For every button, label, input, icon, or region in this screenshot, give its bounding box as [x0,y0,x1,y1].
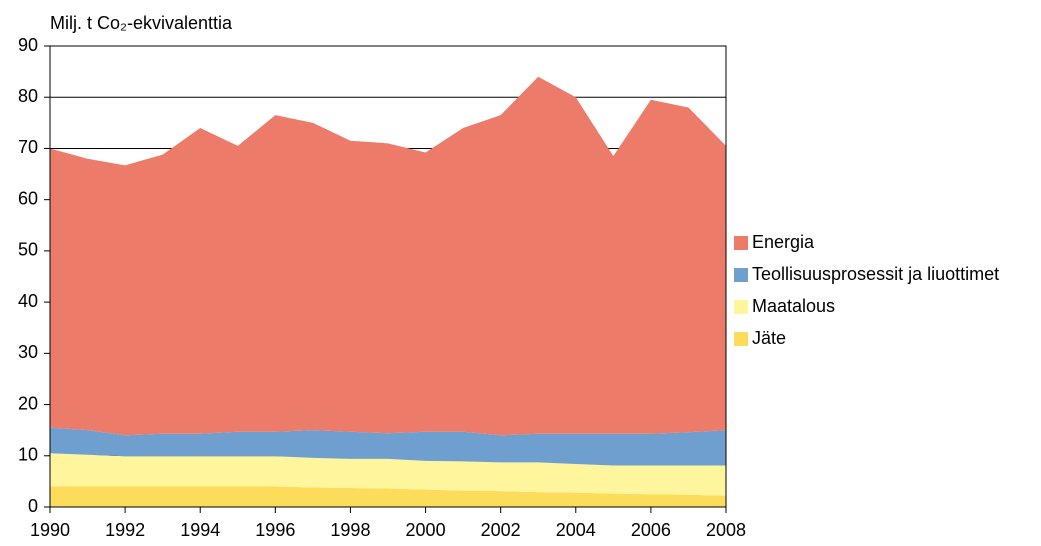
y-tick-label: 10 [18,445,38,465]
y-tick-label: 60 [18,188,38,208]
y-tick-label: 90 [18,35,38,55]
x-tick-label: 1992 [105,520,145,540]
axes: 0 10 20 30 40 50 60 70 80 90 1990 1992 1994 1996 1998 2… [18,35,746,540]
legend-label: Energia [752,232,815,252]
x-tick-label: 1994 [180,520,220,540]
legend-swatch [734,300,748,314]
y-tick-label: 0 [28,496,38,516]
x-tick-label: 1990 [30,520,70,540]
y-tick-label: 80 [18,86,38,106]
y-tick-label: 30 [18,342,38,362]
areas [50,76,726,507]
x-tick-label: 2004 [556,520,596,540]
x-tick-label: 2002 [481,520,521,540]
area [50,453,726,496]
y-axis-label: Milj. t Co₂-ekvivalenttia [50,13,233,33]
plot-border [49,45,727,508]
y-tick-label: 20 [18,393,38,413]
legend-swatch [734,268,748,282]
y-tick-label: 40 [18,291,38,311]
legend-label: Maatalous [752,296,835,316]
x-tick-label: 1998 [330,520,370,540]
area [50,76,726,436]
legend-label: Jäte [752,328,786,348]
x-tick-label: 2000 [406,520,446,540]
x-tick-label: 1996 [255,520,295,540]
x-tick-label: 2006 [631,520,671,540]
x-tick-label: 2008 [706,520,746,540]
legend-label: Teollisuusprosessit ja liuottimet [752,264,999,284]
legend-swatch [734,332,748,346]
y-tick-label: 70 [18,137,38,157]
y-tick-label: 50 [18,240,38,260]
legend-swatch [734,236,748,250]
area [50,427,726,466]
area [50,486,726,507]
